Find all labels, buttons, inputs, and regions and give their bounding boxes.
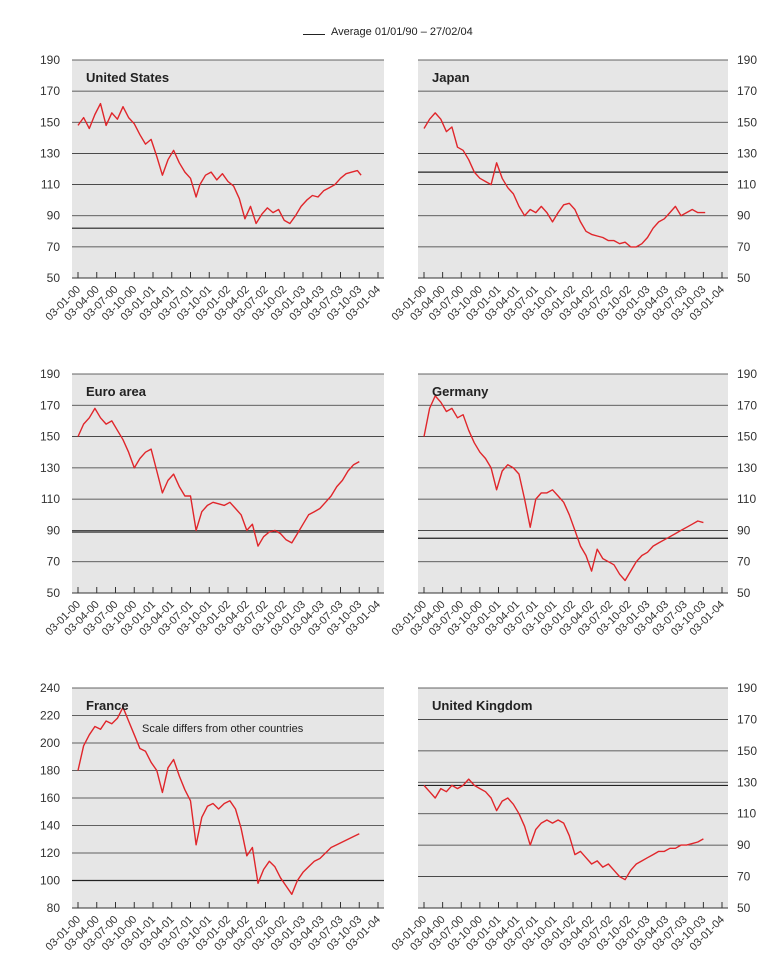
y-tick-label: 100 <box>40 874 60 888</box>
panel-note: Scale differs from other countries <box>142 723 304 735</box>
series-line <box>423 395 704 582</box>
y-tick-label: 220 <box>40 709 60 723</box>
y-tick-label: 190 <box>737 53 757 67</box>
series-line <box>77 706 360 895</box>
y-tick-label: 190 <box>737 681 757 695</box>
chart-panel-5: 50709011013015017019003-01-0003-04-0003-… <box>389 681 757 953</box>
plot-area <box>72 60 384 278</box>
series-line <box>423 112 706 248</box>
y-tick-label: 110 <box>41 492 60 506</box>
y-tick-label: 170 <box>737 398 757 412</box>
y-tick-label: 130 <box>737 775 757 789</box>
y-tick-label: 180 <box>40 764 60 778</box>
y-tick-label: 50 <box>47 586 61 600</box>
series-line <box>77 407 360 547</box>
y-tick-label: 90 <box>737 523 751 537</box>
y-tick-label: 70 <box>47 240 61 254</box>
y-tick-label: 160 <box>40 791 60 805</box>
y-tick-label: 70 <box>737 240 751 254</box>
y-tick-label: 150 <box>737 115 757 129</box>
plot-area <box>72 374 384 593</box>
y-tick-label: 90 <box>47 209 61 223</box>
y-tick-label: 200 <box>40 736 60 750</box>
y-tick-label: 150 <box>40 115 60 129</box>
y-tick-label: 50 <box>737 901 751 915</box>
y-tick-label: 240 <box>40 681 60 695</box>
legend-average-label: Average 01/01/90 – 27/02/04 <box>331 26 473 38</box>
y-tick-label: 110 <box>737 807 756 821</box>
y-tick-label: 190 <box>737 367 757 381</box>
panel-title: United Kingdom <box>432 698 532 713</box>
y-tick-label: 170 <box>737 712 757 726</box>
y-tick-label: 50 <box>737 586 751 600</box>
y-tick-label: 90 <box>737 209 751 223</box>
chart-panel-0: 50709011013015017019003-01-0003-04-0003-… <box>40 53 384 323</box>
legend: Average 01/01/90 – 27/02/04 <box>0 26 777 42</box>
series-line <box>77 102 362 225</box>
y-tick-label: 130 <box>737 461 757 475</box>
plot-area <box>418 60 728 278</box>
y-tick-label: 150 <box>737 430 757 444</box>
y-tick-label: 80 <box>47 901 61 915</box>
y-tick-label: 70 <box>737 555 751 569</box>
y-tick-label: 110 <box>737 178 756 192</box>
chart-panel-2: 50709011013015017019003-01-0003-04-0003-… <box>40 367 384 638</box>
chart-panel-3: 50709011013015017019003-01-0003-04-0003-… <box>389 367 757 638</box>
chart-panel-4: 8010012014016018020022024003-01-0003-04-… <box>40 681 384 953</box>
y-tick-label: 70 <box>47 555 61 569</box>
y-tick-label: 50 <box>47 271 61 285</box>
y-tick-label: 130 <box>40 146 60 160</box>
y-tick-label: 110 <box>41 178 60 192</box>
panel-title: Japan <box>432 70 470 85</box>
y-tick-label: 70 <box>737 870 751 884</box>
y-tick-label: 150 <box>40 430 60 444</box>
chart-panel-1: 50709011013015017019003-01-0003-04-0003-… <box>389 53 757 323</box>
y-tick-label: 90 <box>737 838 751 852</box>
y-tick-label: 130 <box>737 146 757 160</box>
y-tick-label: 130 <box>40 461 60 475</box>
y-tick-label: 110 <box>737 492 756 506</box>
y-tick-label: 170 <box>40 84 60 98</box>
plot-area <box>418 374 728 593</box>
y-tick-label: 120 <box>40 846 60 860</box>
y-tick-label: 50 <box>737 271 751 285</box>
average-line-swatch <box>303 34 325 35</box>
panel-title: Germany <box>432 384 489 399</box>
y-tick-label: 140 <box>40 819 60 833</box>
y-tick-label: 150 <box>737 744 757 758</box>
y-tick-label: 190 <box>40 367 60 381</box>
panel-title: France <box>86 698 129 713</box>
y-tick-label: 90 <box>47 523 61 537</box>
series-line <box>423 778 704 881</box>
y-tick-label: 170 <box>737 84 757 98</box>
y-tick-label: 170 <box>40 398 60 412</box>
panel-title: Euro area <box>86 384 147 399</box>
y-tick-label: 190 <box>40 53 60 67</box>
panel-title: United States <box>86 70 169 85</box>
plot-area <box>418 688 728 908</box>
